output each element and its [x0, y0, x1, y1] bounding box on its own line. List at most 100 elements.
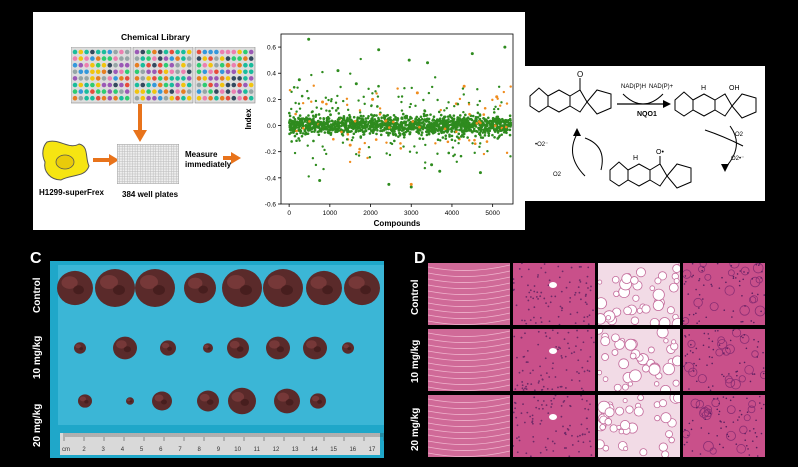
data-point [304, 131, 308, 134]
data-point [376, 95, 380, 98]
library-well [119, 89, 124, 94]
outlier-point [336, 69, 340, 73]
o2-left-bottom: O2 [553, 172, 562, 178]
library-well [248, 56, 254, 61]
library-well [113, 49, 118, 55]
library-well [140, 62, 146, 68]
data-point [363, 130, 367, 133]
data-point [425, 117, 429, 121]
data-point [297, 128, 301, 132]
data-point [402, 135, 406, 139]
ruler-number: 5 [140, 447, 144, 453]
data-point [479, 142, 482, 145]
library-well [84, 62, 89, 68]
library-well [202, 95, 208, 101]
data-point [300, 94, 304, 98]
data-point [371, 92, 374, 95]
data-point [445, 106, 448, 110]
library-well [119, 49, 124, 55]
data-point [296, 123, 299, 127]
library-well [84, 56, 89, 61]
library-well [243, 89, 248, 94]
library-well [175, 89, 180, 94]
panel-a-letter: A [1, 26, 14, 46]
data-point [478, 126, 482, 130]
data-point [306, 132, 310, 135]
library-well [175, 76, 180, 81]
data-point [437, 123, 441, 127]
library-well [119, 69, 124, 75]
data-point [296, 86, 299, 89]
library-well [231, 82, 237, 88]
library-well [101, 82, 107, 88]
library-well [134, 82, 140, 88]
data-point [491, 120, 495, 124]
library-well [101, 62, 107, 68]
data-point [404, 130, 408, 134]
data-point [458, 97, 462, 101]
radical-molecule [609, 156, 692, 189]
y-tick-label: -0.6 [265, 202, 277, 209]
library-well [202, 82, 208, 88]
data-point [294, 101, 297, 105]
data-point [305, 116, 308, 119]
data-point [357, 117, 361, 120]
data-point [471, 142, 474, 145]
data-point [461, 87, 465, 90]
data-point [501, 119, 505, 122]
data-point [494, 105, 497, 108]
data-point [426, 123, 430, 127]
library-well [231, 76, 237, 81]
data-point [295, 126, 299, 129]
data-point [398, 126, 401, 130]
library-well [146, 69, 151, 75]
data-point [491, 116, 495, 120]
scatter-chart: 0.6 0.4 0.2 0.0 -0.2 -0.4 -0.6 0 1000 2000 3000 400… [244, 33, 514, 228]
data-point [482, 117, 486, 120]
data-point [332, 137, 335, 141]
library-well [146, 49, 151, 55]
data-point [334, 109, 338, 112]
data-point [384, 119, 387, 123]
data-point [366, 122, 370, 126]
data-point [504, 125, 508, 129]
data-point [301, 124, 305, 127]
library-well [214, 49, 219, 55]
data-point [314, 113, 318, 117]
o2-right-bottom: O2•⁻ [731, 156, 744, 162]
data-point [357, 125, 360, 129]
data-point [421, 126, 425, 129]
library-well [243, 82, 248, 88]
data-point [342, 118, 345, 122]
histology-tile-heart [428, 263, 510, 325]
library-well [113, 89, 118, 94]
data-point [376, 120, 379, 124]
data-point [457, 142, 460, 145]
data-point [475, 118, 478, 122]
data-point [300, 118, 304, 122]
library-well [119, 56, 124, 61]
library-well [157, 76, 163, 81]
data-point [403, 133, 406, 137]
nadph-label: NAD(P)H [621, 84, 646, 90]
data-point [332, 127, 336, 130]
data-point [299, 121, 303, 125]
data-point [337, 124, 340, 127]
data-point [299, 131, 302, 135]
data-point [394, 134, 398, 137]
data-point [322, 167, 325, 171]
library-well [225, 62, 231, 68]
data-point [485, 118, 488, 122]
y-tick-label: 0.2 [267, 97, 276, 104]
data-point [363, 141, 366, 145]
data-point [315, 106, 318, 109]
row-label-10mg: 10 mg/kg [410, 339, 421, 383]
outlier-point [438, 169, 442, 173]
outlier-point [354, 82, 358, 86]
data-point [346, 116, 349, 120]
data-point [504, 127, 508, 131]
library-well [95, 95, 101, 101]
data-point [417, 117, 421, 121]
data-point [297, 137, 300, 140]
data-point [398, 128, 401, 132]
